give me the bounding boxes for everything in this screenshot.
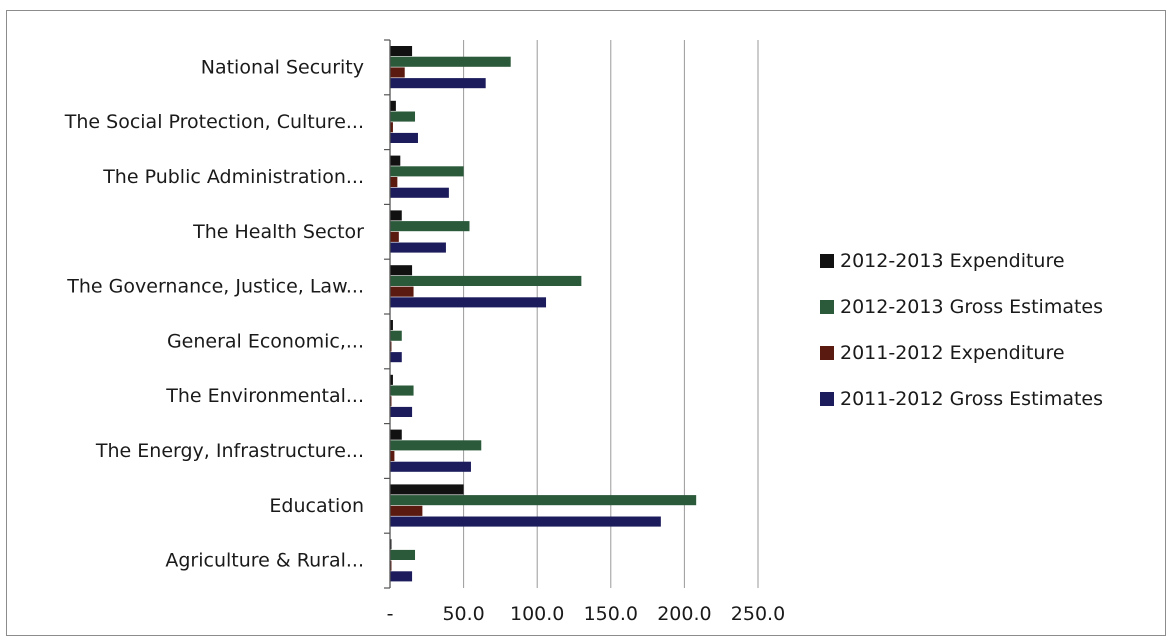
bar (390, 111, 416, 122)
bar (390, 187, 449, 198)
x-tick-labels: - 50.0 100.0 150.0 200.0 250.0 (387, 603, 786, 625)
category-label: Education (269, 495, 364, 517)
category-label: The Public Administration... (102, 166, 364, 188)
legend: 2012-2013 Expenditure 2012-2013 Gross Est… (820, 250, 1103, 410)
legend-swatch (820, 392, 834, 406)
gridlines (463, 40, 759, 588)
category-label: The Energy, Infrastructure... (95, 440, 364, 462)
x-tick-label: - (387, 603, 394, 625)
bar (390, 177, 398, 188)
bar (390, 516, 661, 527)
x-tick-label: 250.0 (731, 603, 785, 625)
bar (390, 221, 470, 232)
bar (390, 56, 511, 67)
bar (390, 451, 395, 462)
category-label: The Environmental... (165, 385, 364, 407)
bar (390, 78, 486, 89)
legend-label: 2011-2012 Expenditure (840, 342, 1065, 364)
x-tick-label: 50.0 (442, 603, 484, 625)
bar (390, 549, 416, 560)
bar (390, 100, 396, 111)
category-labels: National Security The Social Protection, … (64, 56, 364, 571)
bar (390, 155, 401, 166)
legend-label: 2012-2013 Expenditure (840, 250, 1065, 272)
bar (390, 352, 402, 363)
bar (390, 406, 413, 417)
chart-frame (6, 10, 1166, 636)
bar (390, 495, 697, 506)
bar (390, 210, 402, 221)
bar (390, 132, 418, 143)
bar (390, 385, 414, 396)
bar (390, 265, 413, 276)
category-label: The Health Sector (192, 221, 364, 243)
y-axis (384, 39, 391, 589)
bar (390, 341, 392, 352)
bar (390, 571, 413, 582)
bar (390, 320, 393, 331)
x-tick-label: 100.0 (510, 603, 564, 625)
bar (390, 440, 482, 451)
bar (390, 461, 471, 472)
category-label: National Security (201, 56, 364, 78)
bar (390, 374, 393, 385)
bar (390, 297, 547, 308)
x-tick-label: 200.0 (657, 603, 711, 625)
legend-label: 2012-2013 Gross Estimates (840, 296, 1103, 318)
bar (390, 242, 446, 253)
bar (390, 505, 423, 516)
bar (390, 122, 393, 133)
bar (390, 67, 405, 78)
bar (390, 330, 402, 341)
category-label: The Social Protection, Culture... (64, 111, 364, 133)
bar (390, 539, 392, 550)
category-label: General Economic,... (167, 330, 364, 352)
legend-label: 2011-2012 Gross Estimates (840, 388, 1103, 410)
x-tick-label: 150.0 (584, 603, 638, 625)
bar (390, 429, 402, 440)
bar (390, 396, 392, 407)
category-label: Agriculture & Rural... (165, 550, 364, 572)
bar (390, 46, 413, 57)
legend-swatch (820, 254, 834, 268)
bar (390, 560, 392, 571)
category-label: The Governance, Justice, Law... (66, 276, 364, 298)
legend-swatch (820, 346, 834, 360)
bar (390, 275, 582, 286)
bar (390, 286, 414, 297)
bars (390, 46, 697, 582)
bar (390, 484, 464, 495)
legend-swatch (820, 300, 834, 314)
bar (390, 166, 464, 177)
bar (390, 231, 399, 242)
